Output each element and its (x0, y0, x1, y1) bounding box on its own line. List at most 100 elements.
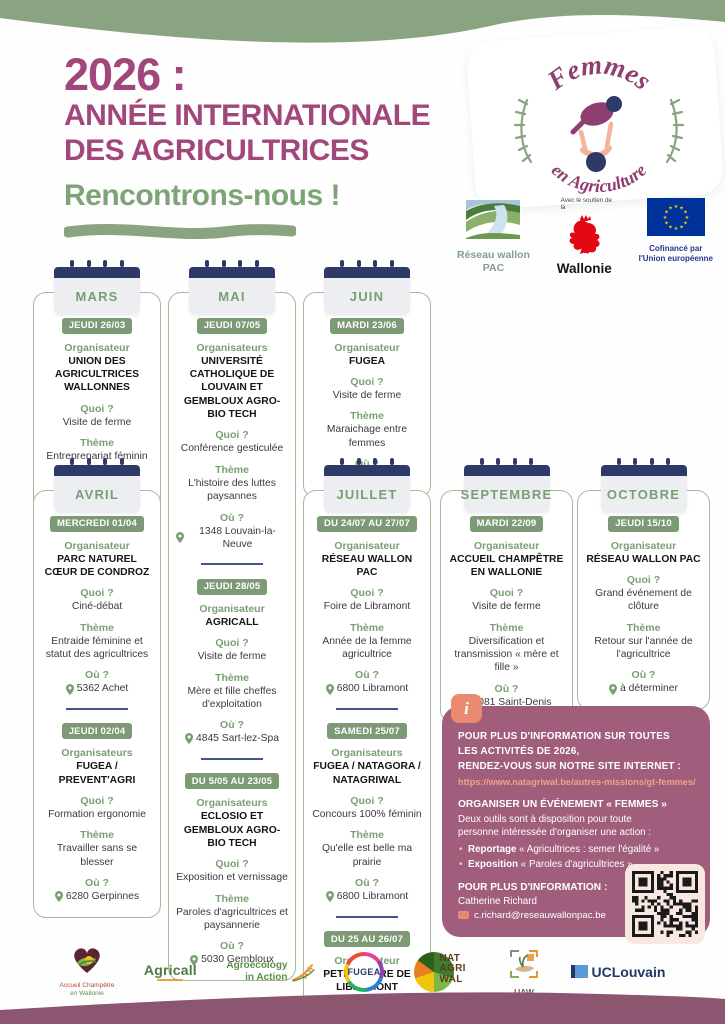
svg-text:★: ★ (683, 221, 688, 227)
where-label: Où ? (85, 877, 109, 890)
theme-label: Thème (626, 621, 661, 634)
month-name: AVRIL (74, 487, 120, 502)
location-pin-icon (609, 683, 618, 695)
green-swoosh-divider (64, 223, 296, 240)
event-item: DU 24/07 AU 27/07 Organisateur RÉSEAU WA… (311, 513, 423, 696)
organize-body: Deux outils sont à disposition pour tout… (458, 813, 652, 839)
theme-label: Thème (80, 829, 114, 842)
what-label: Quoi ? (80, 587, 114, 600)
svg-text:★: ★ (664, 221, 669, 227)
event-item: JEUDI 07/05 Organisateurs UNIVERSITÉ CAT… (176, 315, 288, 551)
femmes-en-agriculture-logo: Femmes en Agriculture (513, 49, 685, 196)
event-date-badge: JEUDI 07/05 (196, 317, 268, 334)
svg-text:★: ★ (674, 226, 679, 232)
eu-caption-1: Cofinancé par (649, 244, 703, 253)
more-info-title: POUR PLUS D'INFORMATION : (458, 881, 608, 893)
svg-text:★: ★ (683, 210, 688, 216)
pac-caption-1: Réseau wallon (457, 249, 530, 261)
uclouvain-wordmark: UCLouvain (591, 963, 666, 980)
where-label: Où ? (355, 669, 379, 682)
month-name: MARS (75, 289, 119, 304)
calendar-icon: AVRIL (54, 458, 140, 513)
where-label: Où ? (355, 877, 379, 890)
svg-text:★: ★ (664, 210, 669, 216)
natagriwal-globe-icon (413, 951, 454, 992)
pac-caption-2: PAC (482, 262, 505, 275)
svg-text:★: ★ (663, 215, 668, 221)
title-block: 2026 : ANNÉE INTERNATIONALE DES AGRICULT… (64, 52, 464, 213)
location-pin-icon (190, 954, 199, 966)
month-name: MAI (218, 289, 246, 304)
where-value: 1348 Louvain-la-Neuve (199, 525, 276, 550)
calendar-rings-icon (54, 458, 140, 465)
what-label: Quoi ? (350, 795, 384, 807)
wallonie-wordmark: Wallonie (556, 260, 612, 276)
month-slot-juillet: JUILLET DU 24/07 AU 27/07 Organisateur R… (303, 458, 431, 1024)
calendar-rings-icon (54, 260, 140, 267)
location-pin-icon (176, 532, 184, 544)
poster-year: 2026 : (64, 49, 187, 100)
contact-name: Catherine Richard (458, 895, 537, 907)
partner-logo-agroecology: Agroecology in Action (226, 960, 315, 984)
partner-logo-accueil-champetre: Accueil Champêtre en Wallonie (60, 945, 114, 998)
organizer-name: UNIVERSITÉ CATHOLIQUE DE LOUVAIN ET GEMB… (183, 355, 281, 421)
eu-logo: ★ ★ ★ ★ ★ ★ ★ ★ ★ ★ ★ ★ Cofinancé par l'Union eu… (639, 198, 713, 264)
theme-label: Thème (350, 410, 384, 423)
what-value: Exposition et vernissage (176, 872, 288, 884)
partner-logo-uclouvain: UCLouvain (570, 963, 666, 980)
nat-line-3: WAL (439, 973, 463, 985)
organizer-label: Organisateur (610, 539, 677, 552)
month-slot-septembre: SEPTEMBRE MARDI 22/09 Organisateur ACCUE… (440, 458, 573, 724)
organizer-label: Organisateur (64, 341, 130, 354)
calendar-rings-icon (324, 458, 410, 465)
what-label: Quoi ? (215, 429, 249, 442)
contact-email-link[interactable]: c.richard@reseauwallonpac.be (474, 909, 606, 921)
event-date-badge: JEUDI 28/05 (196, 578, 268, 595)
partner-logo-natagriwal: NAT AGRI WAL (413, 950, 478, 994)
organizer-name: ACCUEIL CHAMPÊTRE EN WALLONIE (449, 553, 564, 578)
month-card: MAI JEUDI 07/05 Organisateurs UNIVERSITÉ… (168, 260, 296, 981)
theme-label: Thème (350, 621, 384, 634)
what-value: Conférence gesticulée (180, 443, 284, 455)
what-label: Quoi ? (350, 375, 384, 388)
partner-logo-fugea: FUGEA (344, 951, 384, 992)
theme-value: Année de la femme agricultrice (322, 635, 412, 660)
nat-line-2: AGRI (439, 963, 466, 975)
month-slot-mai: MAI JEUDI 07/05 Organisateurs UNIVERSITÉ… (168, 260, 296, 981)
uaw-wordmark: UAW (514, 986, 534, 997)
theme-label: Thème (215, 463, 249, 476)
where-value: 6800 Libramont (336, 683, 409, 695)
fugea-ring-icon: FUGEA (344, 951, 384, 992)
svg-text:★: ★ (685, 215, 690, 221)
month-card: SEPTEMBRE MARDI 22/09 Organisateur ACCUE… (440, 458, 573, 724)
where-value: 6280 Gerpinnes (65, 891, 140, 903)
fern-leaves-icon (513, 98, 685, 164)
theme-label: Thème (215, 892, 249, 905)
svg-text:★: ★ (679, 225, 684, 231)
what-label: Quoi ? (80, 402, 114, 415)
where-value: 5081 Saint-Denis (472, 696, 552, 708)
svg-text:★: ★ (679, 206, 684, 212)
what-value: Foire de Libramont (323, 601, 411, 613)
organizer-name: PARC NATUREL CŒUR DE CONDROZ (44, 553, 150, 578)
partner-logo-agricall: Agricall (144, 962, 197, 982)
calendar-icon: OCTOBRE (600, 458, 687, 513)
reseau-wallon-pac-logo: Réseau wallon PAC (457, 198, 530, 275)
where-label: Où ? (85, 669, 109, 682)
what-value: Grand événement de clôture (595, 587, 692, 613)
what-label: Quoi ? (626, 573, 661, 586)
organizer-name: FUGEA / NATAGORA / NATAGRIWAL (313, 761, 421, 786)
theme-value: Entraide féminine et statut des agricult… (45, 635, 149, 660)
svg-text:★: ★ (674, 204, 679, 210)
event-date-badge: DU 5/05 AU 23/05 (184, 773, 280, 790)
acw-heart-icon (74, 948, 100, 974)
website-link[interactable]: https://www.natagriwal.be/autres-mission… (458, 776, 696, 787)
organizer-label: Organisateurs (331, 747, 403, 760)
organizer-label: Organisateurs (61, 747, 133, 760)
eu-flag-icon: ★ ★★ ★★★ ★★★ ★★★ (646, 198, 705, 236)
calendar-icon: JUIN (324, 260, 410, 315)
location-pin-icon (65, 683, 74, 695)
theme-label: Thème (80, 621, 114, 634)
what-value: Visite de ferme (472, 601, 541, 613)
calendar-icon: MARS (54, 260, 140, 315)
